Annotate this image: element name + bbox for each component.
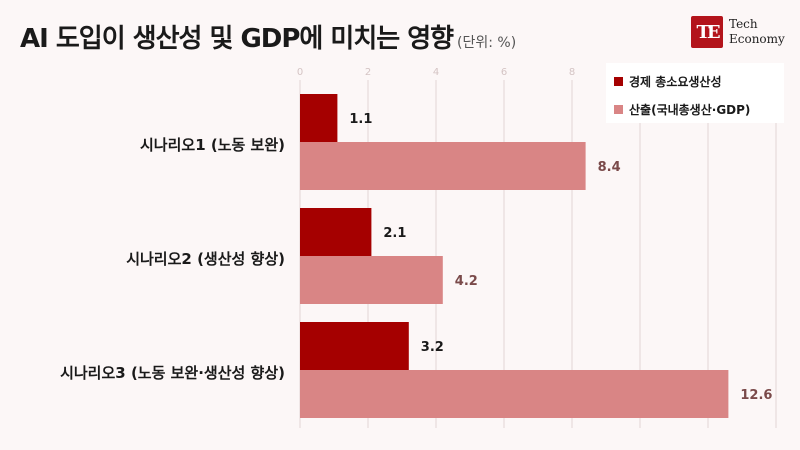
data-label-gdp: 12.6 bbox=[740, 388, 772, 403]
category-label-scenario-3: 시나리오3 (노동 보완·생산성 향상) bbox=[60, 364, 285, 382]
data-label-tfp: 2.1 bbox=[383, 226, 406, 241]
chart-title-wrap: AI 도입이 생산성 및 GDP에 미치는 영향 (단위: %) bbox=[20, 18, 516, 55]
logo-text-line1: Tech bbox=[729, 17, 758, 31]
x-tick-label: 2 bbox=[365, 67, 371, 78]
x-tick-label: 8 bbox=[569, 67, 575, 78]
legend-swatch-tfp bbox=[614, 77, 623, 86]
bar-gdp bbox=[300, 256, 443, 304]
tech-economy-logo: TE Tech Economy bbox=[691, 14, 791, 50]
x-tick-label: 4 bbox=[433, 67, 439, 78]
data-label-tfp: 3.2 bbox=[421, 340, 444, 355]
data-label-tfp: 1.1 bbox=[349, 112, 372, 127]
x-tick-label: 6 bbox=[501, 67, 507, 78]
legend-label-tfp: 경제 총소요생산성 bbox=[629, 75, 722, 89]
bar-gdp bbox=[300, 370, 729, 418]
x-tick-label: 0 bbox=[297, 67, 303, 78]
unit-label: (단위: %) bbox=[457, 35, 517, 51]
category-label-scenario-2: 시나리오2 (생산성 향상) bbox=[126, 250, 285, 268]
data-label-gdp: 8.4 bbox=[598, 160, 621, 175]
bar-gdp bbox=[300, 142, 586, 190]
chart-legend: 경제 총소요생산성 산출(국내총생산·GDP) bbox=[606, 63, 784, 123]
category-label-scenario-1: 시나리오1 (노동 보완) bbox=[140, 136, 285, 154]
legend-item-tfp: 경제 총소요생산성 bbox=[614, 73, 722, 90]
data-label-gdp: 4.2 bbox=[455, 274, 478, 289]
legend-swatch-gdp bbox=[614, 105, 623, 114]
bar-tfp bbox=[300, 208, 372, 256]
bar-tfp bbox=[300, 94, 338, 142]
legend-label-gdp: 산출(국내총생산·GDP) bbox=[629, 103, 751, 117]
logo-text-line2: Economy bbox=[729, 32, 785, 46]
logo-text: Tech Economy bbox=[729, 17, 785, 47]
bar-tfp bbox=[300, 322, 409, 370]
logo-mark: TE bbox=[691, 16, 723, 48]
chart-title: AI 도입이 생산성 및 GDP에 미치는 영향 bbox=[20, 24, 454, 54]
legend-item-gdp: 산출(국내총생산·GDP) bbox=[614, 101, 750, 118]
